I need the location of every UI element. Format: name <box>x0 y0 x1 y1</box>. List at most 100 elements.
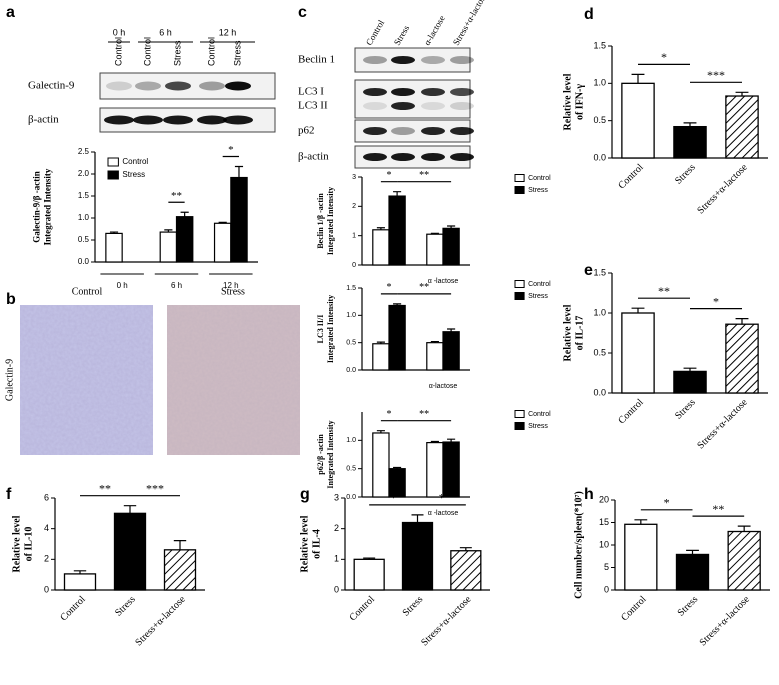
bar <box>113 512 147 591</box>
bar <box>388 304 406 371</box>
panel-letter: g <box>300 486 310 503</box>
bar <box>442 227 460 266</box>
blot-band <box>450 153 474 161</box>
significance-label: * <box>713 294 719 308</box>
row-label: Galectin-9 <box>28 80 75 92</box>
x-tick-label: α -lactose <box>428 278 459 285</box>
x-tick-label: Stress <box>113 594 138 619</box>
error-bar <box>683 367 697 372</box>
blot-band <box>421 56 445 64</box>
legend-label: Stress <box>528 423 548 430</box>
significance-label: ** <box>99 481 111 495</box>
error-bar <box>631 307 645 313</box>
blot-band <box>391 102 415 110</box>
y-tick-label: 20 <box>599 494 609 504</box>
error-bar <box>109 231 119 234</box>
blot-band <box>450 88 474 96</box>
row-label: p62 <box>298 125 315 137</box>
blot-band <box>391 88 415 96</box>
y-axis-label: LC3 II/I <box>316 315 325 344</box>
y-tick-label: 10 <box>599 539 609 549</box>
bar <box>727 530 761 591</box>
row-label: Beclin 1 <box>298 54 335 66</box>
bar <box>213 222 232 263</box>
significance-label: ** <box>419 170 429 181</box>
significance-label: ** <box>419 409 429 420</box>
y-tick-label: 0.0 <box>78 257 90 266</box>
blot-band <box>106 81 132 91</box>
blot-band <box>163 115 193 125</box>
legend-swatch <box>514 292 525 300</box>
y-tick-label: 2.0 <box>78 169 90 178</box>
y-tick-label: 0 <box>334 584 339 594</box>
y-tick-label: 1.0 <box>593 307 606 317</box>
significance-label: * <box>661 50 667 64</box>
legend-label: Stress <box>122 170 145 179</box>
significance-label: * <box>387 409 392 420</box>
legend-swatch <box>107 170 119 180</box>
y-tick-label: 0.0 <box>346 367 356 374</box>
y-tick-label: 2 <box>44 554 49 564</box>
significance-label: ** <box>171 190 182 202</box>
error-bar <box>634 519 648 525</box>
significance-label: * <box>390 491 396 505</box>
x-tick-label: 12 h <box>223 281 239 290</box>
y-axis-label: Integrated Intensity <box>326 187 335 255</box>
legend-label: Control <box>122 157 148 166</box>
y-axis-label: Relative level <box>299 515 310 572</box>
y-tick-label: 3 <box>352 174 356 181</box>
y-tick-label: 1.0 <box>78 213 90 222</box>
panel-letter: d <box>584 6 594 23</box>
blot-band <box>363 56 387 64</box>
bar <box>442 441 460 498</box>
y-tick-label: 0 <box>352 262 356 269</box>
blot-band <box>421 102 445 110</box>
lane-label: Stress <box>392 23 412 47</box>
bar <box>63 573 97 591</box>
y-tick-label: 1 <box>352 233 356 240</box>
y-axis-label: Integrated Intensity <box>43 168 53 245</box>
y-tick-label: 1.5 <box>593 40 606 50</box>
bar <box>725 323 759 394</box>
y-axis-label: of IL-4 <box>311 529 322 559</box>
y-tick-label: 1.5 <box>593 267 606 277</box>
x-tick-label: Stress <box>401 594 426 619</box>
bar <box>175 216 194 263</box>
bar <box>725 95 759 159</box>
significance-label: * <box>387 170 392 181</box>
y-axis-label: Relative level <box>562 304 573 361</box>
blot-band <box>135 81 161 91</box>
x-tick-label: Stress <box>676 594 701 619</box>
bar <box>442 331 460 371</box>
panel-letter: f <box>6 486 12 503</box>
x-tick-label: Stress+α-lactose <box>695 162 750 217</box>
significance-label: * <box>387 282 392 293</box>
bar <box>621 312 655 394</box>
significance-label: * <box>228 144 234 156</box>
error-bar <box>123 505 137 514</box>
y-tick-label: 5 <box>604 562 609 572</box>
lane-label: Stress <box>232 40 242 66</box>
error-bar <box>430 440 439 443</box>
bar <box>372 343 390 371</box>
legend-swatch <box>107 157 119 167</box>
x-tick-label: Control <box>616 397 646 427</box>
bar <box>401 521 434 591</box>
bar <box>426 233 444 266</box>
y-tick-label: 1.0 <box>346 312 356 319</box>
blot-band <box>450 102 474 110</box>
error-bar <box>180 211 189 217</box>
bar <box>673 125 707 159</box>
significance-label: ** <box>658 284 670 298</box>
blot-band <box>104 115 134 125</box>
x-tick-label: Stress <box>673 397 698 422</box>
panel-letter: e <box>584 262 593 279</box>
blot-band <box>225 81 251 91</box>
y-tick-label: 2 <box>352 203 356 210</box>
error-bar <box>164 229 173 233</box>
blot-band <box>133 115 163 125</box>
y-tick-label: 0.5 <box>593 347 606 357</box>
y-axis-label: Cell number/spleen(*10⁷) <box>573 491 584 599</box>
bar <box>105 232 123 263</box>
legend-label: Stress <box>528 293 548 300</box>
